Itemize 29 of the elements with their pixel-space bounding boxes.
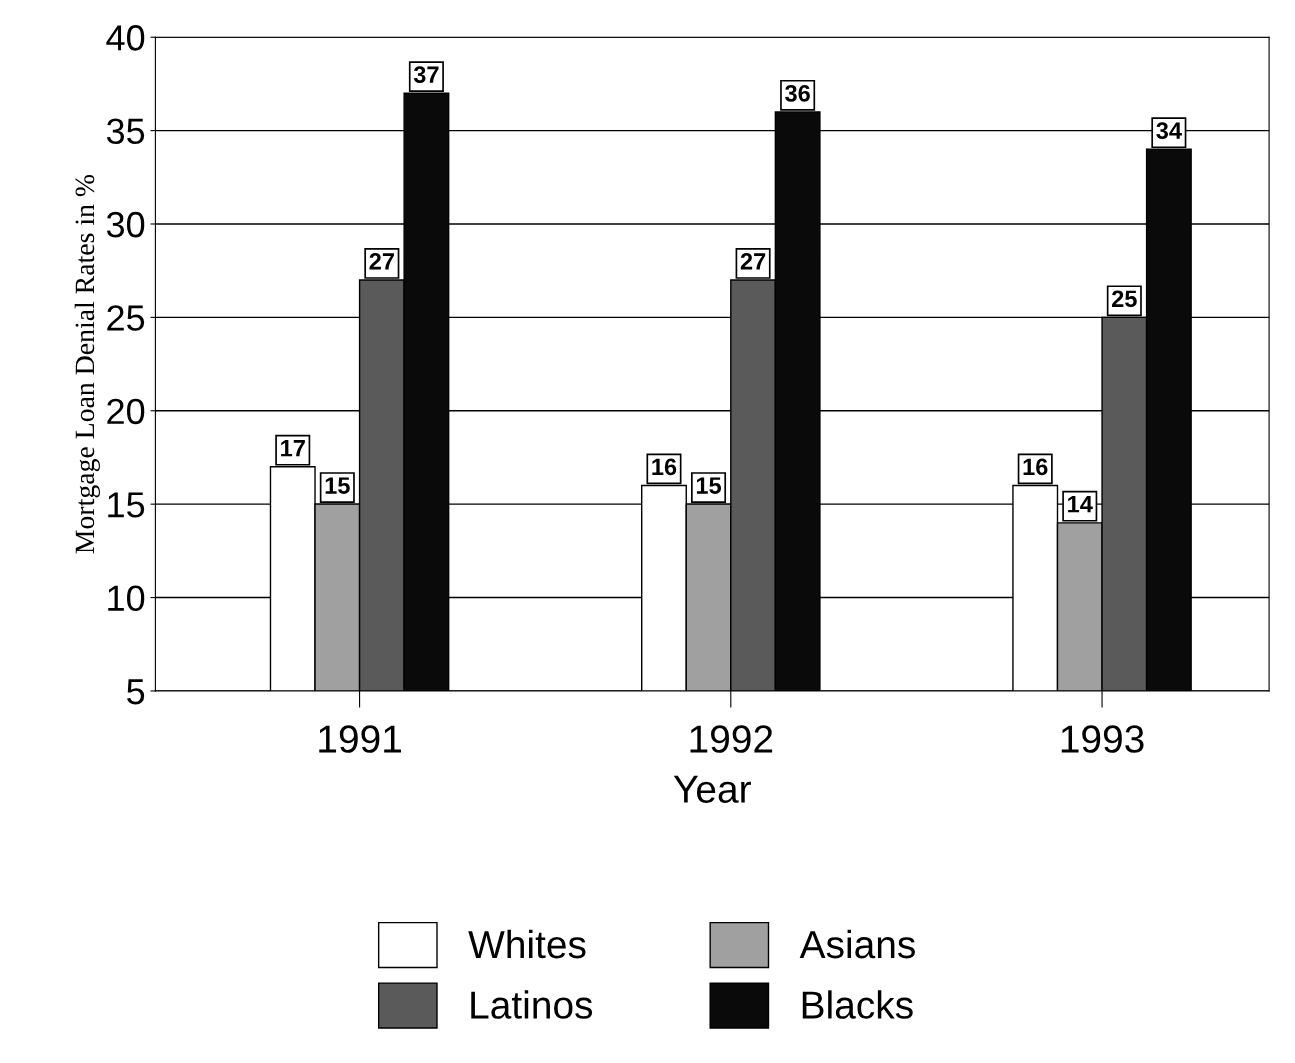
x-tick-label: 1991 bbox=[319, 725, 401, 753]
y-tick-label: 25 bbox=[107, 305, 145, 331]
data-label: 25 bbox=[1112, 290, 1137, 308]
y-tick-label: 15 bbox=[108, 492, 145, 518]
y-axis-title: Mortgage Loan Denial Rates in % bbox=[74, 174, 100, 554]
data-label: 17 bbox=[281, 440, 305, 457]
x-axis-title: Year bbox=[673, 775, 751, 803]
legend-label: Asians bbox=[799, 929, 915, 959]
data-label: 15 bbox=[696, 477, 722, 494]
data-label: 16 bbox=[1023, 458, 1048, 476]
x-tick-label: 1992 bbox=[690, 725, 773, 753]
y-tick-label: 35 bbox=[106, 118, 145, 145]
y-tick-label: 10 bbox=[108, 585, 145, 611]
data-label: 34 bbox=[1156, 122, 1182, 140]
y-tick-label: 5 bbox=[127, 679, 145, 705]
data-label: 15 bbox=[325, 477, 350, 494]
data-label: 16 bbox=[652, 458, 677, 476]
data-label: 27 bbox=[369, 253, 394, 270]
y-tick-label: 20 bbox=[107, 398, 145, 425]
data-label: 27 bbox=[740, 253, 766, 270]
legend-label: Whites bbox=[468, 929, 586, 959]
y-tick-label: 30 bbox=[106, 211, 145, 238]
legend-label: Latinos bbox=[471, 990, 593, 1019]
x-tick-label: 1993 bbox=[1061, 725, 1144, 753]
data-label: 36 bbox=[785, 84, 810, 102]
data-label: 14 bbox=[1068, 496, 1093, 513]
data-label: 37 bbox=[413, 66, 439, 83]
legend-label: Blacks bbox=[802, 990, 913, 1019]
y-tick-label: 40 bbox=[106, 25, 145, 51]
